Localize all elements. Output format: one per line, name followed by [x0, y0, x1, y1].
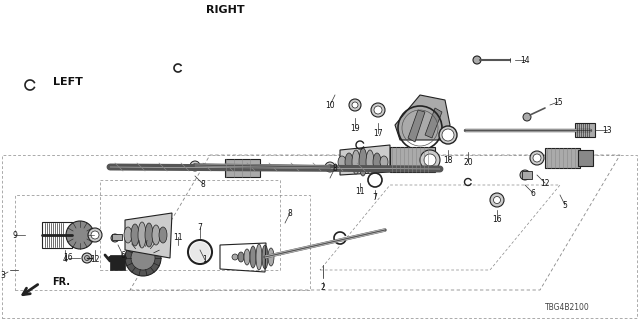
Ellipse shape	[238, 252, 244, 262]
Text: 18: 18	[444, 156, 452, 164]
Text: 7: 7	[372, 194, 378, 203]
Polygon shape	[408, 110, 425, 142]
Text: 1: 1	[203, 255, 207, 265]
Text: 7: 7	[198, 223, 202, 233]
Text: 5: 5	[563, 201, 568, 210]
Text: FR.: FR.	[52, 277, 70, 287]
Circle shape	[424, 154, 436, 166]
Text: 9: 9	[13, 230, 17, 239]
Circle shape	[439, 126, 457, 144]
Bar	[522, 171, 532, 179]
Circle shape	[374, 106, 382, 114]
Circle shape	[493, 196, 500, 204]
Ellipse shape	[250, 246, 256, 268]
Circle shape	[131, 246, 155, 270]
Ellipse shape	[338, 156, 346, 168]
Text: 3: 3	[1, 270, 5, 279]
Ellipse shape	[124, 227, 132, 243]
Text: 10: 10	[325, 100, 335, 109]
Text: 16: 16	[63, 253, 73, 262]
Circle shape	[520, 170, 530, 180]
Ellipse shape	[244, 249, 250, 265]
Text: 4: 4	[63, 255, 67, 265]
Text: 6: 6	[120, 251, 125, 260]
Bar	[578, 150, 593, 166]
Circle shape	[190, 161, 200, 171]
Circle shape	[88, 228, 102, 242]
Circle shape	[523, 113, 531, 121]
Circle shape	[325, 162, 335, 172]
Circle shape	[442, 129, 454, 141]
Circle shape	[352, 102, 358, 108]
Ellipse shape	[159, 227, 167, 243]
Ellipse shape	[352, 150, 360, 174]
Text: 11: 11	[355, 187, 365, 196]
Circle shape	[84, 255, 90, 260]
Text: 19: 19	[350, 124, 360, 132]
Ellipse shape	[373, 153, 381, 171]
Polygon shape	[425, 108, 442, 138]
Bar	[390, 147, 435, 172]
Circle shape	[125, 240, 161, 276]
Bar	[112, 234, 122, 240]
Ellipse shape	[138, 222, 146, 248]
Circle shape	[490, 193, 504, 207]
Text: 13: 13	[602, 125, 612, 134]
Polygon shape	[110, 255, 125, 270]
Ellipse shape	[152, 225, 160, 245]
Text: 11: 11	[173, 233, 183, 242]
Ellipse shape	[359, 148, 367, 176]
Ellipse shape	[256, 244, 262, 270]
Ellipse shape	[345, 153, 353, 171]
Text: 6: 6	[531, 188, 536, 197]
Circle shape	[111, 234, 119, 242]
Circle shape	[328, 164, 333, 170]
Polygon shape	[125, 213, 172, 258]
Bar	[575, 123, 595, 137]
Text: 8: 8	[200, 180, 205, 188]
Circle shape	[190, 242, 210, 262]
Circle shape	[533, 154, 541, 162]
Circle shape	[91, 231, 99, 239]
Text: 8: 8	[333, 164, 337, 172]
Circle shape	[349, 99, 361, 111]
Text: RIGHT: RIGHT	[205, 5, 244, 15]
Polygon shape	[395, 95, 450, 140]
Text: 2: 2	[321, 283, 325, 292]
Ellipse shape	[268, 248, 274, 266]
Ellipse shape	[366, 150, 374, 174]
Ellipse shape	[232, 254, 238, 260]
Text: 8: 8	[287, 209, 292, 218]
Ellipse shape	[145, 223, 153, 247]
Circle shape	[473, 56, 481, 64]
Text: 12: 12	[90, 255, 100, 265]
Circle shape	[193, 164, 198, 169]
Bar	[225, 159, 260, 177]
Circle shape	[420, 150, 440, 170]
Text: 17: 17	[373, 129, 383, 138]
Bar	[545, 148, 580, 168]
Circle shape	[530, 151, 544, 165]
Bar	[42, 222, 72, 248]
Ellipse shape	[131, 224, 139, 246]
Text: 14: 14	[520, 55, 530, 65]
Text: 20: 20	[463, 157, 473, 166]
Text: 12: 12	[540, 179, 550, 188]
Polygon shape	[340, 145, 390, 175]
Circle shape	[82, 253, 92, 263]
Text: 15: 15	[553, 98, 563, 107]
Ellipse shape	[380, 156, 388, 168]
Circle shape	[371, 103, 385, 117]
Circle shape	[66, 221, 94, 249]
Ellipse shape	[262, 245, 268, 269]
Text: TBG4B2100: TBG4B2100	[545, 303, 590, 313]
Text: LEFT: LEFT	[53, 77, 83, 87]
Text: 16: 16	[492, 215, 502, 225]
